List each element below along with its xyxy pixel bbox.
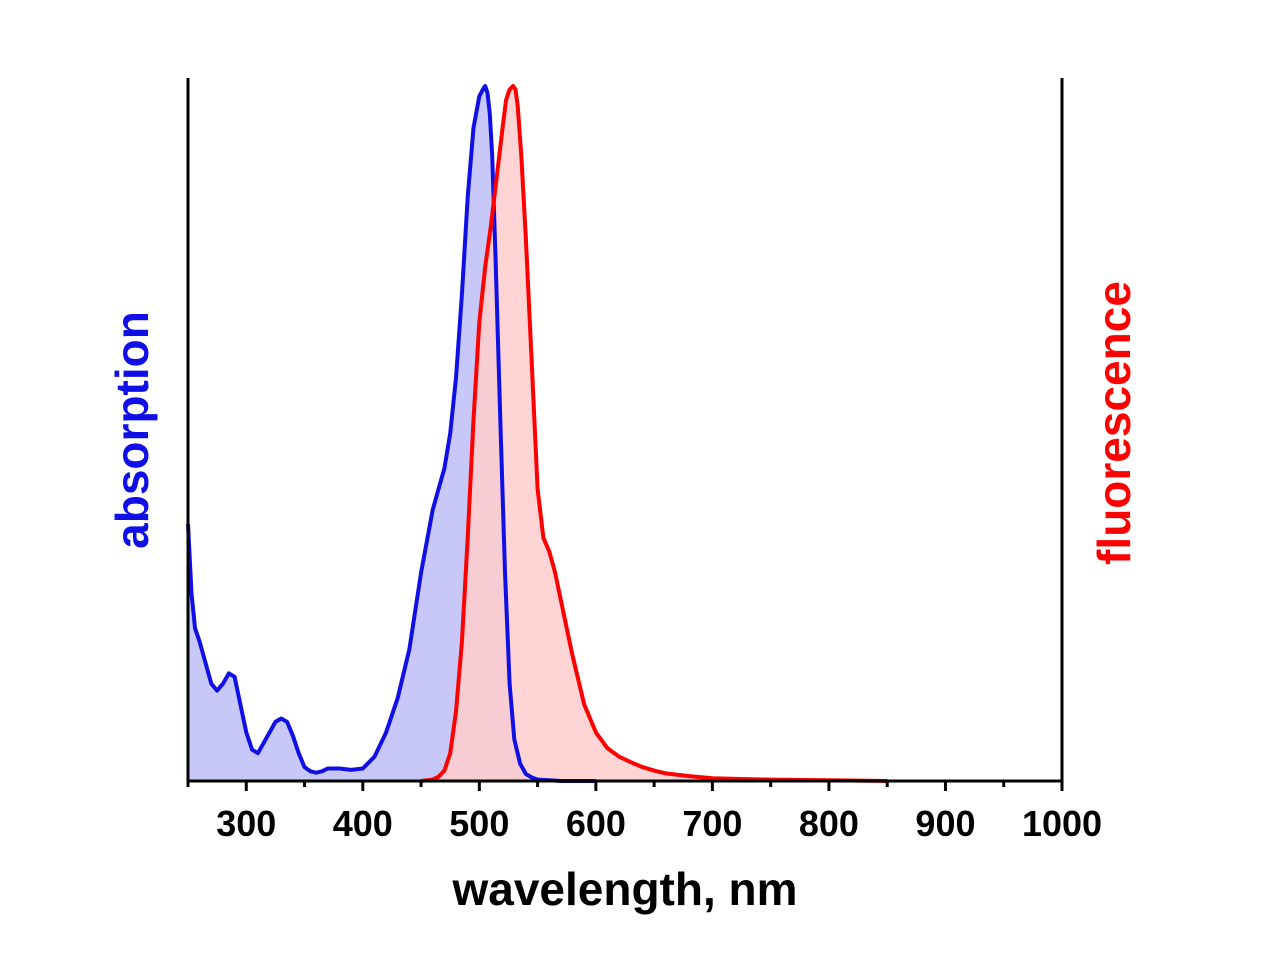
absorption-line <box>186 84 596 783</box>
x-tick-label: 300 <box>216 803 276 844</box>
x-tick-label: 700 <box>682 803 742 844</box>
axes <box>186 78 1064 783</box>
x-tick-label: 600 <box>566 803 626 844</box>
x-ticks <box>186 781 1064 791</box>
series-fills <box>188 86 888 781</box>
left-y-axis-title: absorption <box>106 311 158 549</box>
x-axis-title: wavelength, nm <box>451 863 797 915</box>
x-tick-label: 1000 <box>1022 803 1102 844</box>
right-y-axis-title: fluorescence <box>1088 281 1140 565</box>
fluorescence-area <box>421 86 888 781</box>
x-tick-label: 400 <box>333 803 393 844</box>
x-tick-label: 500 <box>449 803 509 844</box>
x-tick-label: 900 <box>915 803 975 844</box>
x-tick-labels: 300 400 500 600 700 800 900 1000 <box>216 803 1102 844</box>
series-lines <box>186 84 888 783</box>
x-tick-label: 800 <box>799 803 859 844</box>
fluorescence-line <box>420 84 888 783</box>
